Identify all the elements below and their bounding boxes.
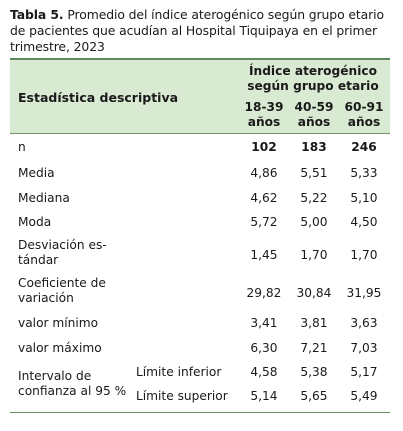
cell-minimo-18-39: 3,41: [250, 316, 278, 330]
cell-n-40-59: 183: [301, 140, 327, 154]
statistics-table: Estadística descriptiva Índice aterogéni…: [10, 58, 390, 413]
cell-desviacion-60-91: 1,70: [350, 248, 378, 262]
table-caption: Tabla 5. Promedio del índice aterogénico…: [10, 7, 395, 55]
cell-mediana-60-91: 5,10: [350, 191, 378, 205]
row-label-line2: variación: [18, 291, 74, 305]
column-header-line1: 60-91: [344, 100, 384, 114]
row-label-mediana: Mediana: [18, 191, 70, 205]
cell-media-60-91: 5,33: [350, 166, 378, 180]
row-label-valor-maximo: valor máximo: [18, 341, 102, 355]
cell-media-18-39: 4,86: [250, 166, 278, 180]
cell-mediana-18-39: 4,62: [250, 191, 278, 205]
cell-n-18-39: 102: [251, 140, 277, 154]
cell-media-40-59: 5,51: [300, 166, 328, 180]
column-header-40-59: 40-59 años: [288, 100, 340, 130]
subrow-label-limite-superior: Límite superior: [136, 389, 228, 403]
table-header: Estadística descriptiva Índice aterogéni…: [10, 58, 390, 134]
cell-inferior-40-59: 5,38: [300, 365, 328, 379]
cell-superior-40-59: 5,65: [300, 389, 328, 403]
cell-superior-60-91: 5,49: [350, 389, 378, 403]
group-title-line1: Índice aterogénico: [249, 64, 377, 78]
subrow-label-limite-inferior: Límite inferior: [136, 365, 222, 379]
cell-coeficiente-40-59: 30,84: [296, 286, 332, 300]
row-label-line2: confianza al 95 %: [18, 384, 127, 398]
column-header-18-39: 18-39 años: [238, 100, 290, 130]
cell-superior-18-39: 5,14: [250, 389, 278, 403]
row-label-desviacion: Desviación es- tándar: [18, 238, 107, 268]
cell-desviacion-40-59: 1,70: [300, 248, 328, 262]
column-header-line1: 40-59: [294, 100, 334, 114]
cell-minimo-60-91: 3,63: [350, 316, 378, 330]
column-header-60-91: 60-91 años: [338, 100, 390, 130]
column-header-line2: años: [297, 115, 331, 129]
row-label-intervalo: Intervalo de confianza al 95 %: [18, 369, 126, 399]
cell-mediana-40-59: 5,22: [300, 191, 328, 205]
cell-desviacion-18-39: 1,45: [250, 248, 278, 262]
cell-maximo-18-39: 6,30: [250, 341, 278, 355]
row-label-line1: Desviación es-: [18, 238, 107, 252]
cell-n-60-91: 246: [351, 140, 377, 154]
cell-inferior-60-91: 5,17: [350, 365, 378, 379]
caption-lead: Tabla 5.: [10, 7, 64, 22]
cell-maximo-60-91: 7,03: [350, 341, 378, 355]
cell-coeficiente-60-91: 31,95: [346, 286, 382, 300]
table-bottom-border: [10, 412, 390, 413]
row-label-moda: Moda: [18, 215, 52, 229]
cell-moda-40-59: 5,00: [300, 215, 328, 229]
header-left: Estadística descriptiva: [18, 90, 179, 105]
cell-maximo-40-59: 7,21: [300, 341, 328, 355]
row-label-coeficiente: Coeficiente de variación: [18, 276, 106, 306]
group-title: Índice aterogénico según grupo etario: [236, 64, 390, 94]
cell-coeficiente-18-39: 29,82: [246, 286, 282, 300]
caption-text: Promedio del índice aterogénico según gr…: [10, 7, 384, 54]
column-header-line1: 18-39: [244, 100, 284, 114]
cell-moda-18-39: 5,72: [250, 215, 278, 229]
cell-minimo-40-59: 3,81: [300, 316, 328, 330]
row-label-line1: Coeficiente de: [18, 276, 106, 290]
row-label-n: n: [18, 140, 26, 154]
row-label-line1: Intervalo de: [18, 369, 92, 383]
row-label-valor-minimo: valor mínimo: [18, 316, 99, 330]
column-header-line2: años: [347, 115, 381, 129]
group-title-line2: según grupo etario: [247, 79, 379, 93]
cell-inferior-18-39: 4,58: [250, 365, 278, 379]
row-label-media: Media: [18, 166, 55, 180]
row-label-line2: tándar: [18, 253, 59, 267]
cell-moda-60-91: 4,50: [350, 215, 378, 229]
column-header-line2: años: [247, 115, 281, 129]
